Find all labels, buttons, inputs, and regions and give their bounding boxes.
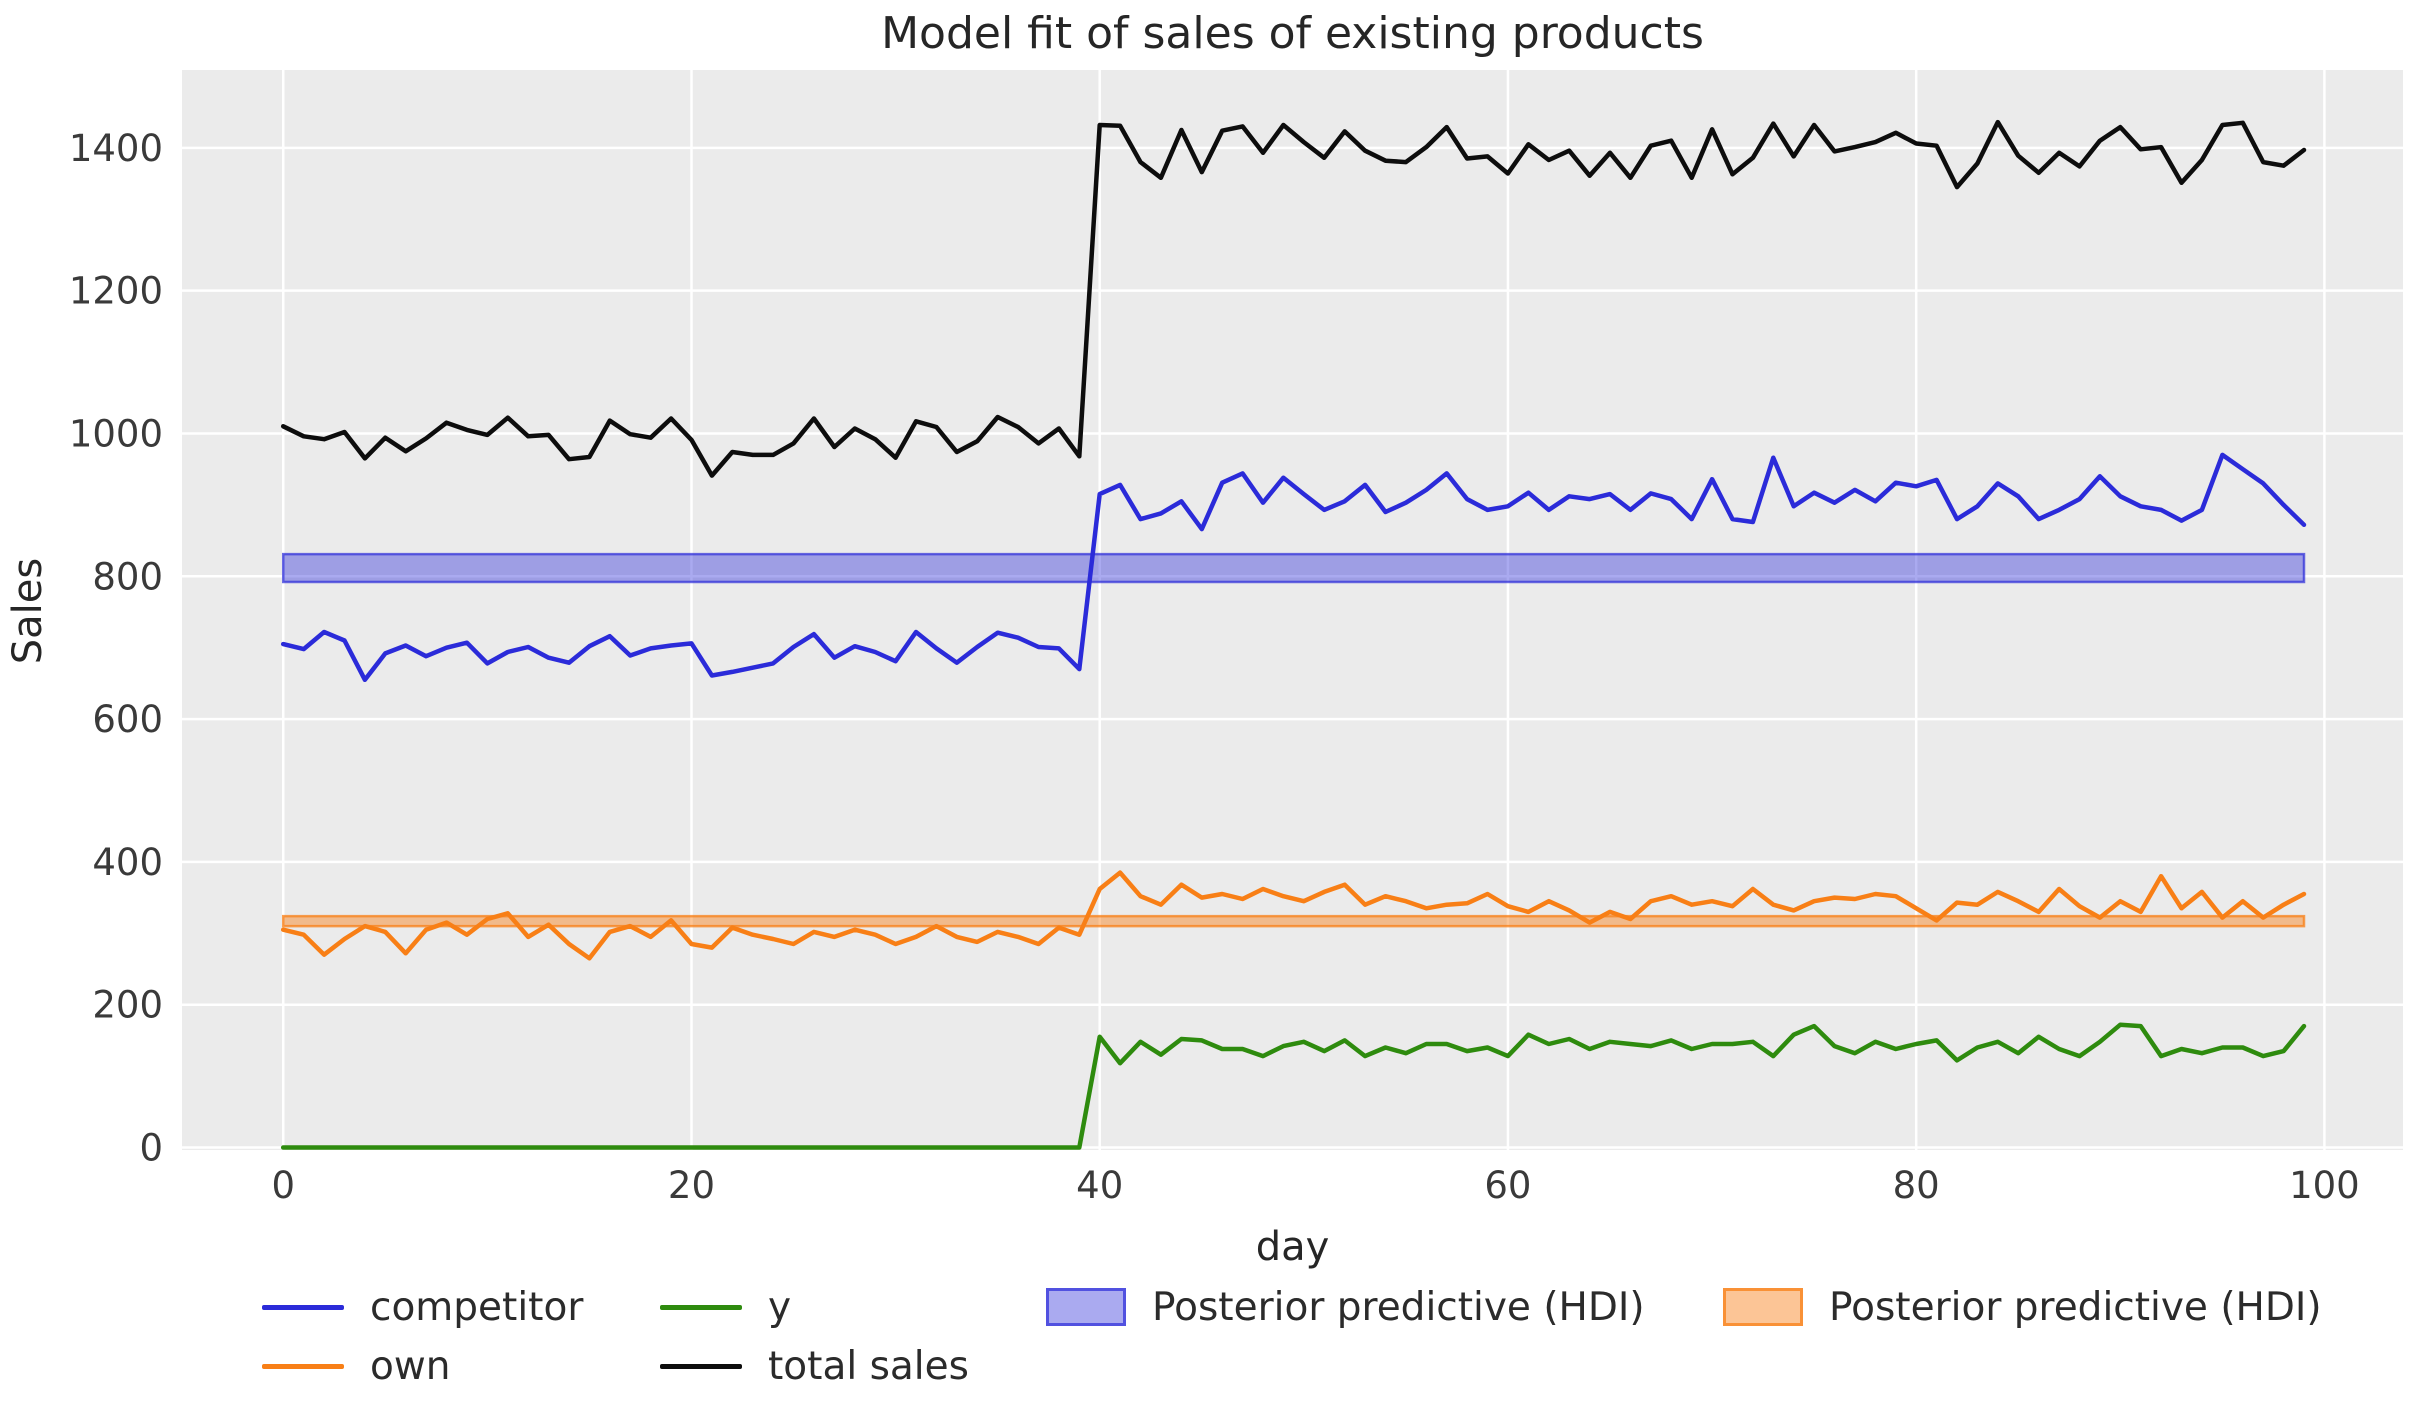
x-axis-label: day [1255, 1224, 1330, 1270]
hdi-band-0 [281, 552, 2306, 584]
legend-item-hdi-orange: Posterior predictive (HDI) [1723, 1284, 2322, 1330]
y-tick-label-1200: 1200 [69, 270, 163, 313]
legend-item-total-sales: total sales [660, 1343, 969, 1389]
y-tick-label-200: 200 [92, 984, 163, 1027]
x-tick-label-100: 100 [2289, 1164, 2360, 1207]
legend-label-total-sales: total sales [768, 1343, 969, 1389]
hdi-blue-patch-swatch [1046, 1288, 1126, 1326]
series-line-competitor [280, 452, 2307, 683]
y-tick-label-600: 600 [92, 698, 163, 741]
legend-label-hdi-blue: Posterior predictive (HDI) [1152, 1284, 1645, 1330]
x-tick-label-0: 0 [271, 1164, 295, 1207]
y-axis-label: Sales [5, 557, 51, 665]
series-lines [280, 119, 2307, 1150]
legend-label-hdi-orange: Posterior predictive (HDI) [1829, 1284, 2322, 1330]
chart-title: Model fit of sales of existing products [881, 8, 1704, 59]
x-tick-label-40: 40 [1076, 1164, 1123, 1207]
y-tick-label-1400: 1400 [69, 127, 163, 170]
legend-label-competitor: competitor [370, 1284, 584, 1330]
total-sales-line-swatch [660, 1363, 742, 1369]
own-line-swatch [262, 1363, 344, 1369]
legend-item-y: y [660, 1284, 791, 1330]
y-tick-label-400: 400 [92, 841, 163, 884]
series-line-total-sales [280, 119, 2307, 478]
y-tick-label-0: 0 [139, 1127, 163, 1170]
series-line-own [280, 870, 2307, 961]
legend-label-y: y [768, 1284, 792, 1330]
hdi-orange-patch-swatch [1723, 1288, 1803, 1326]
legend-item-competitor: competitor [262, 1284, 583, 1330]
hdi-bands [281, 552, 2306, 928]
plot-area [182, 70, 2403, 1150]
hdi-band-1 [281, 914, 2306, 928]
y-line-swatch [660, 1304, 742, 1310]
y-tick-label-1000: 1000 [69, 412, 163, 455]
x-tick-label-60: 60 [1484, 1164, 1531, 1207]
x-tick-label-80: 80 [1893, 1164, 1940, 1207]
legend-item-hdi-blue: Posterior predictive (HDI) [1046, 1284, 1645, 1330]
series-line-y [280, 1022, 2307, 1150]
legend-label-own: own [370, 1343, 451, 1389]
x-tick-label-20: 20 [668, 1164, 715, 1207]
competitor-line-swatch [262, 1304, 344, 1310]
legend-item-own: own [262, 1343, 450, 1389]
y-tick-label-800: 800 [92, 555, 163, 598]
gridlines [182, 70, 2403, 1150]
